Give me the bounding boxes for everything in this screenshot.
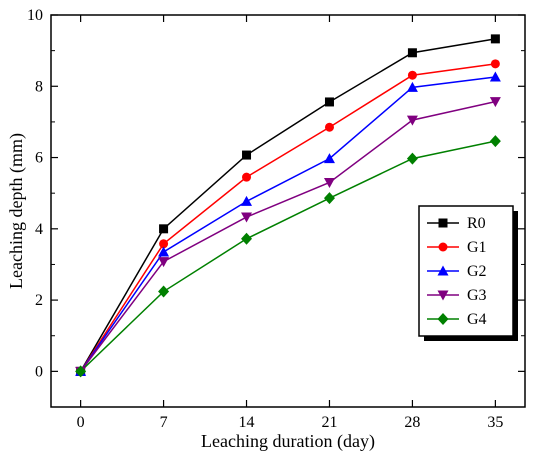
legend-marker-g3 bbox=[437, 290, 449, 301]
data-point-r0 bbox=[324, 97, 334, 107]
data-point-g2 bbox=[323, 153, 335, 164]
data-point-g1 bbox=[407, 70, 417, 80]
x-tick-label: 21 bbox=[321, 414, 337, 431]
x-tick-label: 35 bbox=[487, 414, 503, 431]
data-point-g4 bbox=[323, 192, 335, 205]
data-point-g2 bbox=[406, 81, 418, 92]
x-tick-label: 7 bbox=[160, 414, 168, 431]
series-line-r0 bbox=[79, 38, 496, 372]
data-point-g2 bbox=[241, 195, 253, 206]
y-tick-label: 6 bbox=[35, 150, 43, 167]
data-point-r0 bbox=[407, 48, 417, 58]
data-point-g1 bbox=[159, 239, 169, 249]
legend-marker-g2 bbox=[437, 265, 449, 276]
series-lines bbox=[79, 38, 496, 372]
series-line-g2 bbox=[80, 76, 496, 372]
data-point-g4 bbox=[241, 232, 253, 245]
data-point-g4 bbox=[489, 135, 501, 148]
legend-label-g4: G4 bbox=[467, 311, 487, 328]
legend: R0 G1 G2 G3 G4 bbox=[418, 205, 518, 341]
data-point-r0 bbox=[490, 34, 500, 44]
data-point-g3 bbox=[323, 177, 335, 188]
y-tick-label: 8 bbox=[35, 78, 43, 95]
x-tick-label: 0 bbox=[77, 414, 85, 431]
series-line-g3 bbox=[80, 100, 496, 372]
series-line-g1 bbox=[79, 63, 496, 372]
legend-marker-g4 bbox=[437, 313, 449, 325]
data-point-g1 bbox=[490, 59, 500, 69]
x-tick-label: 14 bbox=[239, 414, 255, 431]
data-point-g4 bbox=[406, 152, 418, 165]
y-tick-label: 10 bbox=[27, 7, 43, 24]
data-point-g2 bbox=[158, 246, 170, 257]
legend-label-g3: G3 bbox=[467, 287, 487, 304]
data-point-g1 bbox=[324, 122, 334, 132]
data-point-g3 bbox=[158, 257, 170, 268]
data-point-g4 bbox=[158, 285, 170, 298]
data-point-g4 bbox=[75, 365, 87, 378]
legend-box bbox=[418, 205, 514, 337]
legend-label-g2: G2 bbox=[467, 263, 487, 280]
data-point-r0 bbox=[159, 224, 169, 234]
series-line-g4 bbox=[80, 140, 496, 372]
data-point-r0 bbox=[242, 150, 252, 160]
y-tick-label: 2 bbox=[35, 292, 43, 309]
axis-ticks: 0 7 14 21 28 35 0 2 4 6 8 10 bbox=[27, 7, 525, 431]
y-tick-label: 0 bbox=[35, 363, 43, 380]
data-point-g3 bbox=[241, 212, 253, 223]
data-point-g3 bbox=[489, 97, 501, 108]
data-point-g2 bbox=[489, 71, 501, 82]
legend-label-g1: G1 bbox=[467, 239, 487, 256]
y-axis-title: Leaching depth (mm) bbox=[6, 133, 27, 289]
data-point-g3 bbox=[406, 115, 418, 126]
legend-marker-r0 bbox=[438, 218, 448, 228]
plot-frame bbox=[50, 14, 526, 408]
x-tick-label: 28 bbox=[404, 414, 420, 431]
legend-label-r0: R0 bbox=[467, 215, 486, 232]
series-markers bbox=[75, 34, 501, 378]
y-tick-label: 4 bbox=[35, 221, 43, 238]
legend-marker-g1 bbox=[438, 242, 448, 252]
data-point-g1 bbox=[242, 172, 252, 182]
x-axis-title: Leaching duration (day) bbox=[201, 431, 375, 452]
